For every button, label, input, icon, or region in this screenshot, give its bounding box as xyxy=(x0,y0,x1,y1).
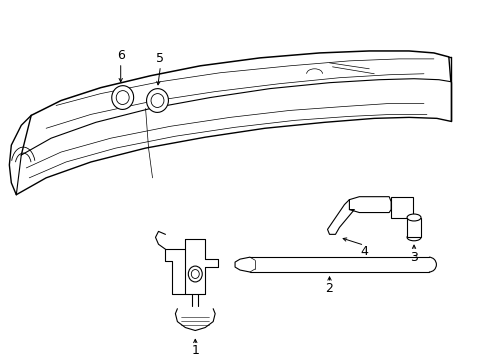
Bar xyxy=(390,197,412,219)
Text: 1: 1 xyxy=(191,344,199,357)
Text: 3: 3 xyxy=(409,251,417,264)
Ellipse shape xyxy=(191,270,199,279)
Text: 5: 5 xyxy=(156,53,164,66)
Ellipse shape xyxy=(112,86,133,109)
Ellipse shape xyxy=(151,94,163,107)
Ellipse shape xyxy=(188,266,202,282)
Text: 4: 4 xyxy=(360,245,367,258)
Text: 6: 6 xyxy=(117,49,124,62)
Ellipse shape xyxy=(146,89,168,112)
Bar xyxy=(406,217,420,237)
Ellipse shape xyxy=(406,214,420,221)
Ellipse shape xyxy=(406,234,420,241)
Ellipse shape xyxy=(116,91,129,104)
Text: 2: 2 xyxy=(325,282,333,295)
